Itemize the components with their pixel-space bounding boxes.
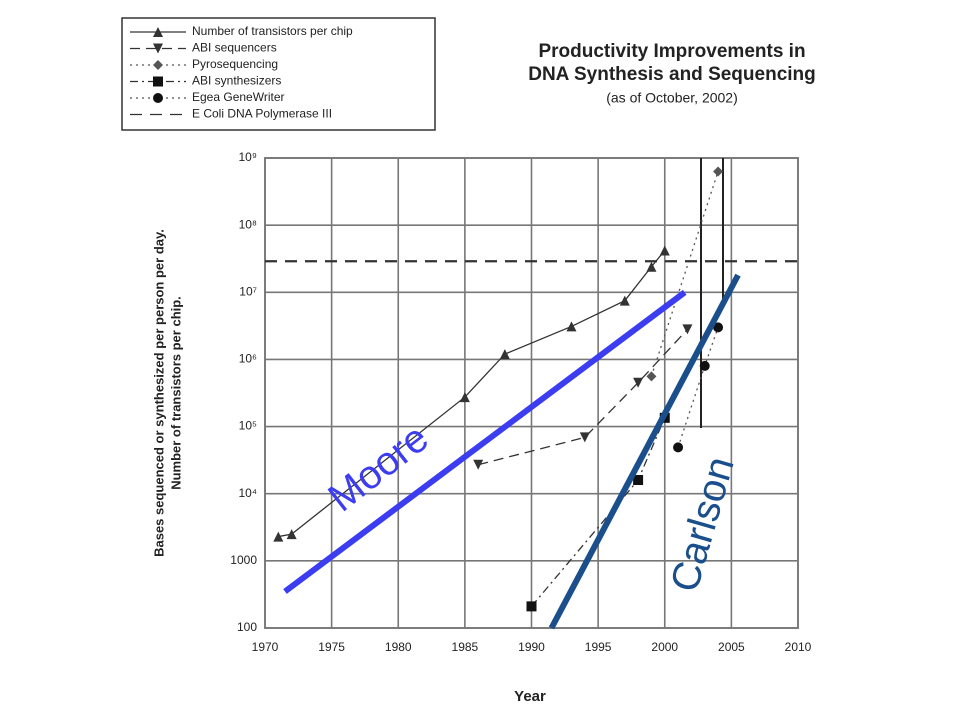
marker	[619, 295, 630, 306]
x-tick-label: 2000	[651, 640, 678, 654]
legend-label: ABI synthesizers	[192, 74, 281, 88]
x-axis-label: Year	[514, 688, 546, 705]
series-line	[278, 250, 666, 538]
marker	[699, 360, 710, 371]
marker	[153, 43, 163, 54]
y-tick-label: 100	[237, 620, 257, 634]
y-tick-label: 10⁵	[239, 419, 257, 433]
marker	[153, 60, 163, 70]
marker	[499, 349, 510, 360]
marker	[646, 261, 657, 272]
marker	[473, 459, 484, 470]
marker	[153, 76, 163, 87]
x-tick-label: 1980	[385, 640, 412, 654]
legend-label: E Coli DNA Polymerase III	[192, 107, 332, 121]
marker	[673, 442, 684, 453]
legend-box	[121, 17, 436, 131]
chart-title: Productivity Improvements in	[538, 41, 805, 62]
y-axis-label: Bases sequenced or synthesized per perso…	[151, 229, 166, 557]
marker	[659, 245, 670, 256]
marker	[682, 324, 693, 335]
chart-title: DNA Synthesis and Sequencing	[528, 64, 816, 85]
marker	[153, 27, 163, 37]
marker	[713, 322, 724, 333]
marker	[646, 371, 657, 382]
marker	[713, 166, 724, 177]
y-tick-label: 10⁷	[239, 284, 257, 298]
y-tick-label: 10⁸	[239, 217, 257, 231]
legend-label: Egea GeneWriter	[192, 90, 285, 104]
marker	[633, 377, 644, 388]
x-tick-label: 1970	[252, 640, 279, 654]
marker	[566, 321, 577, 332]
legend-label: Pyrosequencing	[192, 57, 278, 71]
y-tick-label: 10⁹	[239, 150, 258, 164]
legend-label: ABI sequencers	[192, 41, 277, 55]
x-tick-label: 1985	[452, 640, 479, 654]
legend-label: Number of transistors per chip	[192, 24, 353, 38]
marker	[579, 432, 590, 443]
trend-line	[548, 273, 741, 630]
y-tick-label: 1000	[230, 553, 257, 567]
marker	[286, 529, 297, 540]
marker	[273, 531, 284, 542]
y-tick-label: 10⁶	[239, 352, 257, 366]
chart-subtitle: (as of October, 2002)	[606, 90, 738, 106]
marker	[633, 475, 644, 486]
x-tick-label: 1990	[518, 640, 545, 654]
y-tick-label: 10⁴	[238, 486, 257, 500]
y-axis-label: Number of transistors per chip.	[168, 296, 183, 490]
trend-line	[283, 289, 687, 594]
x-tick-label: 2010	[785, 640, 812, 654]
x-tick-label: 2005	[718, 640, 745, 654]
marker	[153, 93, 163, 103]
x-tick-label: 1975	[318, 640, 345, 654]
marker	[459, 392, 470, 403]
marker	[526, 601, 537, 612]
series-line	[478, 328, 688, 466]
x-tick-label: 1995	[585, 640, 612, 654]
